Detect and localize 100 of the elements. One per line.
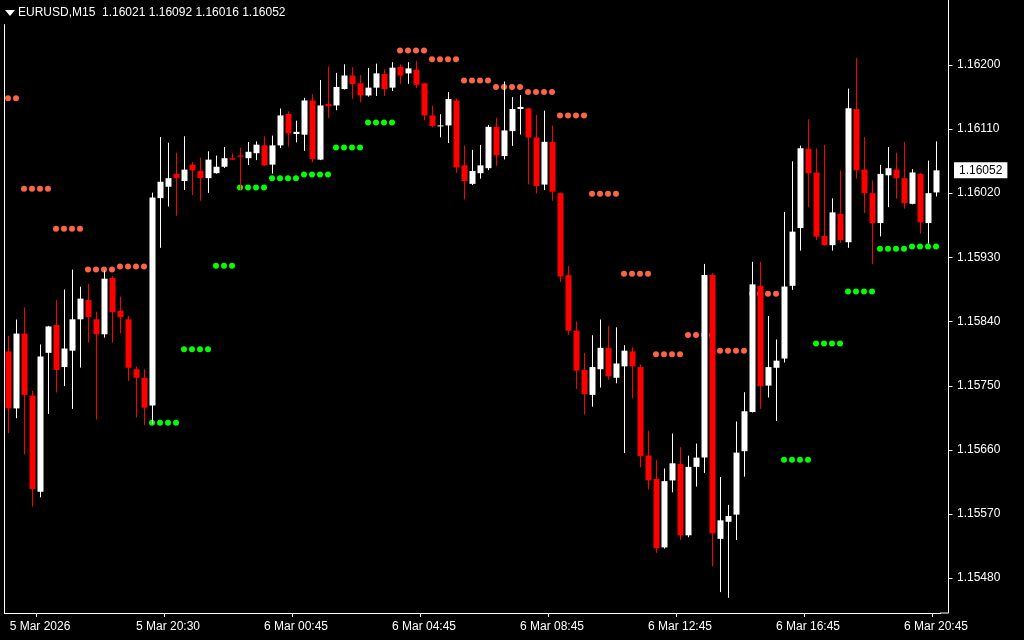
point [829, 340, 835, 347]
candlestick [933, 141, 940, 197]
candlestick [221, 147, 228, 168]
candlestick [261, 136, 268, 166]
x-tick-label: 6 Mar 16:45 [775, 618, 841, 633]
candlestick [341, 64, 348, 90]
point [789, 456, 795, 463]
point [877, 245, 883, 252]
candlestick [717, 477, 724, 593]
candlestick [725, 504, 732, 598]
point [245, 184, 251, 191]
y-tick-label: 1.16020 [957, 185, 1001, 200]
candlestick [397, 64, 404, 84]
point [293, 175, 299, 182]
point [157, 419, 163, 426]
point [333, 144, 339, 151]
candlestick [293, 120, 300, 143]
point [165, 419, 171, 426]
point [341, 144, 347, 151]
candlestick [245, 142, 252, 166]
point [885, 245, 891, 252]
point [213, 262, 219, 269]
point [221, 262, 227, 269]
point [349, 144, 355, 151]
candlestick [333, 72, 340, 111]
point [933, 243, 939, 250]
candlestick [269, 135, 276, 174]
point [901, 245, 907, 252]
point [389, 119, 395, 126]
candlestick [669, 433, 676, 493]
point [205, 346, 211, 353]
candlestick [413, 60, 420, 89]
candlestick [821, 144, 828, 246]
candlestick [765, 315, 772, 398]
point [781, 456, 787, 463]
x-tick-label: 6 Mar 12:45 [647, 618, 713, 633]
candlestick [613, 327, 620, 384]
point [821, 340, 827, 347]
candlestick [349, 67, 356, 99]
candlestick [197, 157, 204, 201]
candlestick [285, 111, 292, 147]
point [861, 288, 867, 295]
candlestick [429, 105, 436, 128]
point [277, 175, 283, 182]
point [909, 243, 915, 250]
candlestick [773, 339, 780, 422]
candlestick [205, 151, 212, 193]
candlestick [477, 144, 484, 179]
candlestick [469, 149, 476, 186]
point [181, 346, 187, 353]
candlestick [77, 286, 84, 368]
point [189, 346, 195, 353]
point [253, 184, 259, 191]
candlestick [325, 66, 332, 119]
candlestick [357, 75, 364, 103]
candlestick [93, 311, 100, 420]
candlestick [893, 152, 900, 199]
x-tick-label: 5 Mar 2026 [9, 618, 71, 633]
point [261, 184, 267, 191]
x-tick-label: 6 Mar 20:45 [903, 618, 969, 633]
y-tick-label: 1.16200 [957, 57, 1001, 72]
y-tick-label: 1.15480 [957, 570, 1001, 585]
point [317, 171, 323, 178]
x-tick-label: 5 Mar 20:30 [135, 618, 201, 633]
candlestick [181, 136, 188, 191]
candlestick [597, 319, 604, 388]
candlestick [621, 345, 628, 454]
point [813, 340, 819, 347]
candlestick [373, 63, 380, 96]
point [917, 243, 923, 250]
x-tick-label: 6 Mar 04:45 [391, 618, 457, 633]
point [837, 340, 843, 347]
candlestick [173, 152, 180, 216]
x-tick-label: 6 Mar 00:45 [263, 618, 329, 633]
point [173, 419, 179, 426]
candlestick [693, 443, 700, 487]
candlestick [381, 69, 388, 96]
candlestick [861, 137, 868, 213]
point [229, 262, 235, 269]
candlestick [61, 289, 68, 387]
y-tick-label: 1.15930 [957, 249, 1001, 264]
x-tick-label: 6 Mar 08:45 [519, 618, 585, 633]
point [853, 288, 859, 295]
point [325, 171, 331, 178]
point [285, 175, 291, 182]
point [845, 288, 851, 295]
y-tick-label: 1.16110 [957, 121, 1000, 136]
point [869, 288, 875, 295]
candlestick [157, 137, 164, 248]
candlestick [117, 296, 124, 334]
y-tick-label: 1.15570 [957, 506, 1001, 521]
candlestick [165, 142, 172, 207]
candlestick [629, 347, 636, 399]
point [357, 144, 363, 151]
candlestick [133, 366, 140, 418]
candlestick [517, 94, 524, 135]
candlestick [405, 62, 412, 84]
candlestick [437, 114, 444, 138]
candlestick [461, 145, 468, 200]
y-tick-label: 1.15750 [957, 377, 1001, 392]
